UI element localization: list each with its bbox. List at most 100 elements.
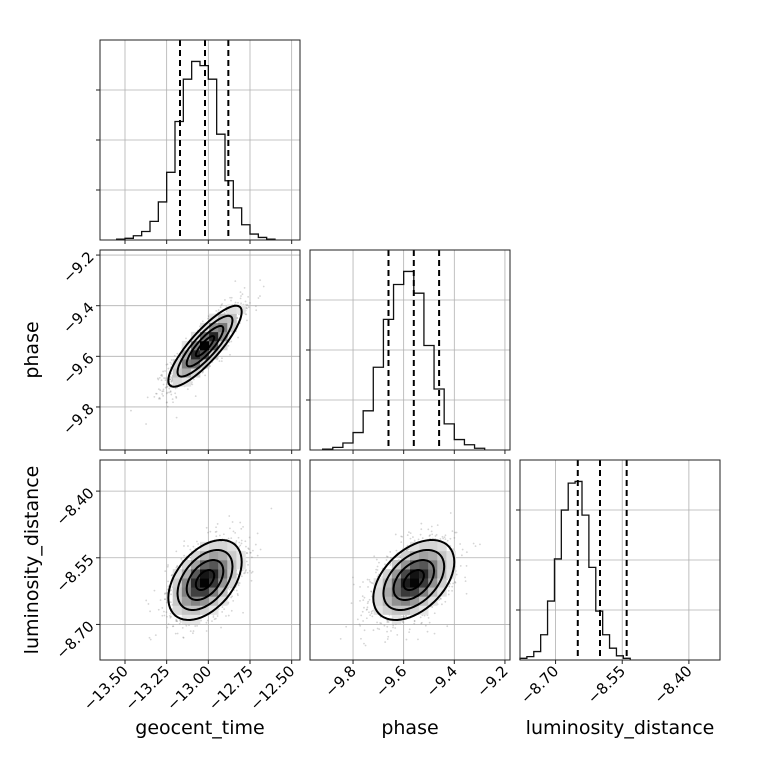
density-cell xyxy=(382,605,393,615)
sample-point xyxy=(171,625,174,628)
sample-point xyxy=(413,620,416,622)
sample-point xyxy=(448,585,451,588)
density-cell xyxy=(419,560,429,570)
sample-point xyxy=(369,580,372,583)
contour-1sigma xyxy=(185,559,225,601)
sample-point xyxy=(230,596,233,599)
sample-point xyxy=(375,571,377,574)
sample-point xyxy=(381,576,384,579)
sample-point xyxy=(159,389,162,391)
sample-point xyxy=(386,625,389,628)
sample-point xyxy=(164,598,166,601)
density-cell xyxy=(209,550,219,561)
xaxis-label-luminosity_distance: luminosity_distance xyxy=(526,717,715,739)
density-cell xyxy=(200,550,210,561)
sample-point xyxy=(387,635,390,638)
sample-point xyxy=(166,591,169,594)
sample-point xyxy=(380,622,383,625)
sample-point xyxy=(238,541,241,544)
sample-point xyxy=(419,533,422,536)
density-cell xyxy=(200,560,210,570)
xtick-label: −9.8 xyxy=(321,662,359,700)
sample-point xyxy=(371,582,374,585)
sample-point xyxy=(479,543,481,546)
sample-point xyxy=(219,306,222,309)
sample-point xyxy=(239,297,242,300)
sample-point xyxy=(175,566,178,569)
sample-point xyxy=(188,624,190,627)
sample-point xyxy=(438,598,440,601)
sample-point xyxy=(196,540,198,543)
yaxis-label-luminosity_distance: luminosity_distance xyxy=(21,466,43,655)
density-cell xyxy=(437,550,447,561)
sample-point xyxy=(436,524,439,527)
sample-point xyxy=(230,340,233,343)
sample-point xyxy=(164,377,167,380)
sample-point xyxy=(464,576,467,579)
sample-point xyxy=(389,564,392,566)
sample-point xyxy=(376,627,379,630)
sample-point xyxy=(386,621,389,623)
sample-point xyxy=(366,606,369,609)
sample-point xyxy=(426,630,429,633)
sample-point xyxy=(454,581,456,583)
sample-point xyxy=(244,540,247,543)
density-cell xyxy=(391,578,402,588)
sample-point xyxy=(254,543,257,546)
density-cell xyxy=(190,587,201,597)
sample-point xyxy=(247,547,250,550)
sample-point xyxy=(223,608,226,611)
sample-point xyxy=(423,614,426,617)
sample-point xyxy=(240,295,242,297)
density-cell xyxy=(181,578,192,588)
density-cell xyxy=(200,605,210,615)
density-cell xyxy=(218,550,228,561)
sample-point xyxy=(242,611,244,614)
sample-point xyxy=(362,599,365,601)
density-cell xyxy=(410,587,420,597)
sample-point xyxy=(164,592,167,595)
panel-frame xyxy=(99,459,301,661)
sample-point xyxy=(428,535,431,537)
sample-point xyxy=(167,564,169,566)
sample-point xyxy=(369,614,372,617)
density-cell xyxy=(218,578,228,588)
xtick-label: −12.50 xyxy=(247,662,299,714)
sample-point xyxy=(256,532,259,535)
sample-point xyxy=(429,534,431,537)
sample-point xyxy=(446,625,449,628)
sample-point xyxy=(130,409,132,412)
sample-point xyxy=(227,344,230,347)
sample-point xyxy=(370,581,373,584)
sample-point xyxy=(176,352,179,355)
sample-point xyxy=(227,614,230,617)
sample-point xyxy=(255,309,258,312)
sample-point xyxy=(160,373,163,376)
sample-point xyxy=(367,600,370,603)
sample-point xyxy=(256,554,259,557)
sample-point xyxy=(474,545,477,548)
sample-point xyxy=(395,549,398,552)
sample-point xyxy=(170,359,173,361)
sample-point xyxy=(372,609,374,612)
sample-point xyxy=(239,291,242,294)
sample-point xyxy=(251,556,253,559)
sample-point xyxy=(417,638,419,641)
sample-point xyxy=(439,598,442,600)
sample-point xyxy=(242,526,244,528)
sample-point xyxy=(389,556,392,559)
sample-point xyxy=(443,536,446,539)
sample-point xyxy=(164,370,166,372)
density-cell xyxy=(382,596,393,606)
sample-point xyxy=(441,535,444,538)
sample-point xyxy=(398,555,401,558)
sample-point xyxy=(241,569,244,572)
sample-point xyxy=(385,559,388,561)
density-cell xyxy=(382,569,393,579)
sample-point xyxy=(161,607,164,609)
sample-point xyxy=(350,602,353,605)
sample-point xyxy=(451,589,453,592)
sample-point xyxy=(449,582,451,585)
sample-point xyxy=(250,579,253,582)
sample-point xyxy=(231,521,234,523)
